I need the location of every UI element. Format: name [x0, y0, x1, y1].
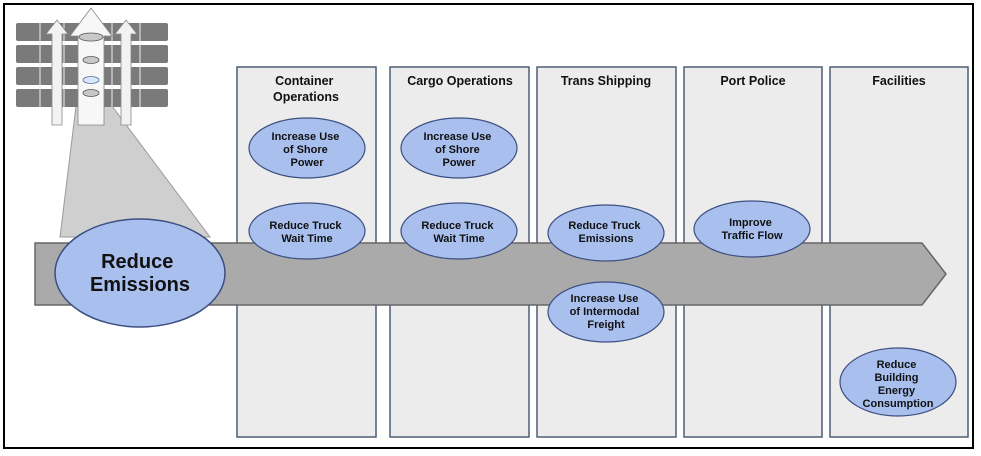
initiative-ts-intermodal: Increase Use of Intermodal Freight — [547, 281, 665, 343]
goal-label: Reduce Emissions — [90, 251, 190, 296]
initiative-co-truck: Reduce Truck Wait Time — [248, 202, 366, 260]
svg-text:Reduce Truck Wait Time: Reduce Truck Wait Time — [421, 220, 496, 245]
initiative-cg-truck: Reduce Truck Wait Time — [400, 202, 518, 260]
svg-text:Improve Traffic Flow: Improve Traffic Flow — [721, 217, 783, 242]
svg-text:Increase Use of Shore: Increase Use of Shore Power — [424, 131, 495, 169]
column-title-police: Port Police — [720, 74, 785, 88]
svg-text:Reduce Truck Emissions: Reduce Truck Emissions — [568, 220, 643, 245]
initiative-ts-truck: Reduce Truck Emissions — [547, 204, 665, 262]
initiative-pp-traffic: Improve Traffic Flow — [693, 200, 811, 258]
initiative-fa-energy: Reduce Building Energy Consumption — [839, 347, 957, 417]
svg-text:Increase Use of Intermod: Increase Use of Intermodal Freight — [570, 293, 643, 331]
svg-text:Increase Use of Shore: Increase Use of Shore Power — [272, 131, 343, 169]
svg-text:Reduce Building En: Reduce Building Energy Consumption — [863, 359, 934, 410]
initiative-cg-shore: Increase Use of Shore Power — [400, 117, 518, 179]
goal-reduce-emissions: Reduce Emissions — [54, 218, 226, 328]
column-title-facilities: Facilities — [872, 74, 926, 88]
svg-text:Reduce Truck Wait Time: Reduce Truck Wait Time — [269, 220, 344, 245]
column-title-cargo: Cargo Operations — [407, 74, 513, 88]
column-title-trans: Trans Shipping — [561, 74, 651, 88]
column-title-container: Container Operations — [273, 74, 339, 104]
initiative-co-shore: Increase Use of Shore Power — [248, 117, 366, 179]
stack-icon — [16, 7, 168, 126]
